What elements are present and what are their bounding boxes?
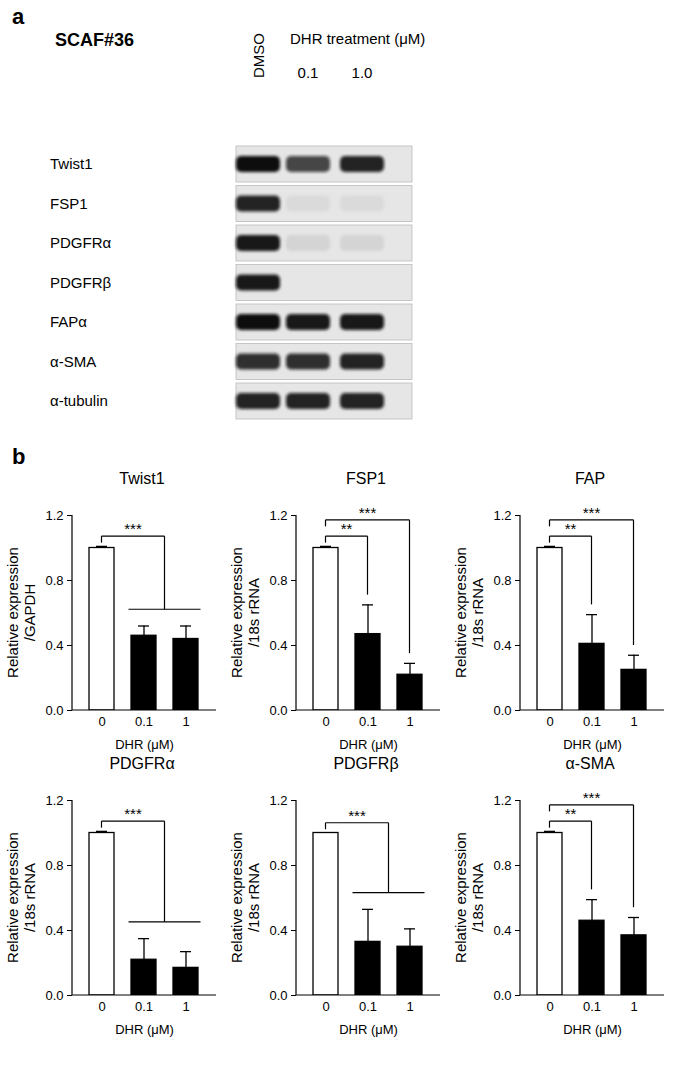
svg-text:PDGFRβ: PDGFRβ — [50, 274, 112, 291]
svg-text:0: 0 — [322, 714, 329, 729]
svg-text:SCAF#36: SCAF#36 — [55, 30, 134, 50]
html-text:FAP: FAP — [574, 470, 606, 487]
svg-text:DHR (μM): DHR (μM) — [563, 1022, 622, 1037]
svg-text:Relative expression/18s rRNA: Relative expression/18s rRNA — [4, 832, 38, 963]
svg-text:0.8: 0.8 — [45, 573, 63, 588]
svg-text:**: ** — [341, 520, 353, 537]
svg-text:DMSO: DMSO — [250, 33, 267, 78]
svg-text:1: 1 — [630, 714, 637, 729]
html-text:b: b — [12, 444, 26, 469]
svg-text:FAPα: FAPα — [50, 313, 87, 330]
svg-text:**: ** — [565, 520, 577, 537]
svg-text:0.0: 0.0 — [493, 988, 511, 1003]
svg-text:1.2: 1.2 — [269, 508, 287, 523]
svg-text:FSP1: FSP1 — [50, 195, 88, 212]
html-text:PDGFRα: PDGFRα — [109, 755, 175, 772]
svg-text:1: 1 — [406, 999, 413, 1014]
svg-text:0.1: 0.1 — [583, 999, 601, 1014]
svg-text:DHR (μM): DHR (μM) — [115, 737, 174, 752]
svg-text:0.8: 0.8 — [269, 858, 287, 873]
svg-text:1: 1 — [182, 714, 189, 729]
svg-text:0.8: 0.8 — [269, 573, 287, 588]
svg-text:0: 0 — [546, 999, 553, 1014]
svg-text:***: *** — [583, 789, 601, 806]
svg-text:1.2: 1.2 — [269, 793, 287, 808]
svg-text:1.2: 1.2 — [45, 508, 63, 523]
svg-text:0: 0 — [322, 999, 329, 1014]
html-text:PDGFRβ: PDGFRβ — [333, 755, 399, 772]
svg-text:DHR (μM): DHR (μM) — [563, 737, 622, 752]
svg-text:0: 0 — [98, 714, 105, 729]
svg-text:0.4: 0.4 — [45, 923, 63, 938]
svg-text:1.0: 1.0 — [352, 64, 373, 81]
svg-text:0.8: 0.8 — [45, 858, 63, 873]
svg-text:0.0: 0.0 — [493, 703, 511, 718]
svg-text:Relative expression/18s rRNA: Relative expression/18s rRNA — [228, 547, 262, 678]
svg-text:0.1: 0.1 — [135, 714, 153, 729]
svg-text:DHR (μM): DHR (μM) — [115, 1022, 174, 1037]
svg-text:0.0: 0.0 — [269, 988, 287, 1003]
svg-text:***: *** — [124, 805, 142, 822]
svg-text:***: *** — [359, 504, 377, 521]
svg-text:1.2: 1.2 — [45, 793, 63, 808]
svg-text:0.0: 0.0 — [45, 703, 63, 718]
svg-text:DHR treatment (μM): DHR treatment (μM) — [290, 30, 425, 47]
svg-text:Relative expression/18s rRNA: Relative expression/18s rRNA — [452, 547, 486, 678]
svg-text:a: a — [12, 4, 25, 29]
svg-text:0.4: 0.4 — [493, 923, 511, 938]
svg-text:1: 1 — [406, 714, 413, 729]
svg-text:0: 0 — [98, 999, 105, 1014]
svg-text:α-SMA: α-SMA — [50, 353, 96, 370]
svg-text:Twist1: Twist1 — [50, 155, 93, 172]
svg-text:***: *** — [348, 807, 366, 824]
svg-text:0.1: 0.1 — [583, 714, 601, 729]
svg-text:0: 0 — [546, 714, 553, 729]
svg-text:Relative expression/18s rRNA: Relative expression/18s rRNA — [228, 832, 262, 963]
svg-text:0.0: 0.0 — [45, 988, 63, 1003]
svg-text:α-tubulin: α-tubulin — [50, 392, 108, 409]
html-text:Twist1: Twist1 — [119, 470, 165, 487]
svg-text:Relative expression/GAPDH: Relative expression/GAPDH — [4, 547, 38, 678]
svg-text:0.4: 0.4 — [493, 638, 511, 653]
svg-text:0.4: 0.4 — [269, 923, 287, 938]
svg-text:1.2: 1.2 — [493, 793, 511, 808]
svg-text:0.1: 0.1 — [298, 64, 319, 81]
svg-text:DHR (μM): DHR (μM) — [339, 737, 398, 752]
svg-text:0.8: 0.8 — [493, 858, 511, 873]
svg-text:0.1: 0.1 — [135, 999, 153, 1014]
svg-text:0.1: 0.1 — [359, 714, 377, 729]
svg-text:***: *** — [124, 520, 142, 537]
svg-text:0.1: 0.1 — [359, 999, 377, 1014]
svg-text:0.4: 0.4 — [269, 638, 287, 653]
svg-text:1: 1 — [182, 999, 189, 1014]
svg-text:0.0: 0.0 — [269, 703, 287, 718]
svg-text:***: *** — [583, 504, 601, 521]
html-text:α-SMA: α-SMA — [565, 755, 615, 772]
html-text:FSP1: FSP1 — [346, 470, 386, 487]
svg-text:DHR (μM): DHR (μM) — [339, 1022, 398, 1037]
svg-text:PDGFRα: PDGFRα — [50, 234, 112, 251]
svg-text:Relative expression/18s rRNA: Relative expression/18s rRNA — [452, 832, 486, 963]
svg-text:0.8: 0.8 — [493, 573, 511, 588]
svg-text:1: 1 — [630, 999, 637, 1014]
svg-text:**: ** — [565, 805, 577, 822]
svg-text:0.4: 0.4 — [45, 638, 63, 653]
svg-text:1.2: 1.2 — [493, 508, 511, 523]
